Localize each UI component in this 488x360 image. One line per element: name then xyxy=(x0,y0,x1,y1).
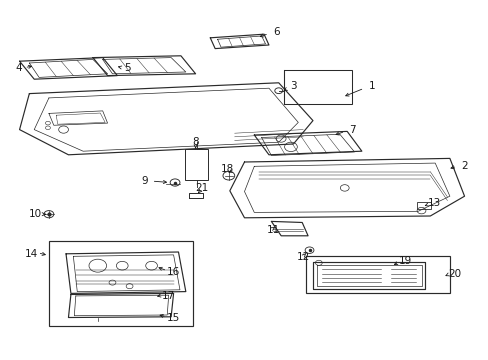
Text: 17: 17 xyxy=(162,291,175,301)
Text: 5: 5 xyxy=(123,63,130,73)
Bar xyxy=(305,256,449,293)
Bar xyxy=(49,241,193,326)
Text: 21: 21 xyxy=(195,183,208,193)
Text: 20: 20 xyxy=(447,269,460,279)
Text: 4: 4 xyxy=(15,63,22,73)
Text: 6: 6 xyxy=(272,27,279,37)
Text: 3: 3 xyxy=(289,81,296,91)
Text: 9: 9 xyxy=(141,176,147,186)
Text: 14: 14 xyxy=(25,249,39,259)
Text: 13: 13 xyxy=(427,198,440,208)
Text: 8: 8 xyxy=(192,137,199,147)
Bar xyxy=(283,70,351,104)
Text: 10: 10 xyxy=(29,209,41,219)
Text: 19: 19 xyxy=(398,256,412,266)
Text: 18: 18 xyxy=(220,164,234,174)
Text: 2: 2 xyxy=(460,161,467,171)
Text: 1: 1 xyxy=(367,81,374,91)
Text: 16: 16 xyxy=(166,267,180,277)
Text: 15: 15 xyxy=(166,312,180,323)
Text: 7: 7 xyxy=(348,125,355,135)
Text: 11: 11 xyxy=(266,225,280,235)
Bar xyxy=(184,149,208,180)
Text: 12: 12 xyxy=(296,252,309,262)
Bar xyxy=(416,202,430,209)
